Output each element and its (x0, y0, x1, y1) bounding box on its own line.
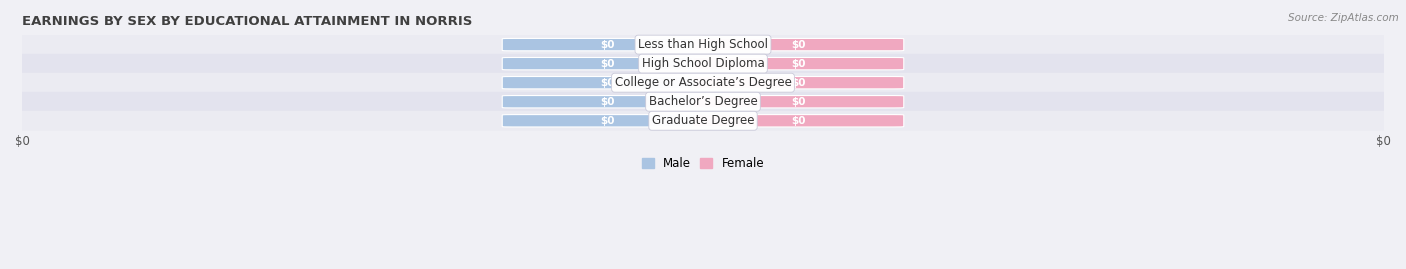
Text: $0: $0 (600, 40, 614, 49)
Text: Source: ZipAtlas.com: Source: ZipAtlas.com (1288, 13, 1399, 23)
FancyBboxPatch shape (693, 76, 904, 89)
Text: $0: $0 (600, 59, 614, 69)
Text: Less than High School: Less than High School (638, 38, 768, 51)
Text: $0: $0 (792, 40, 806, 49)
FancyBboxPatch shape (8, 35, 1398, 55)
FancyBboxPatch shape (8, 111, 1398, 131)
Text: $0: $0 (792, 97, 806, 107)
FancyBboxPatch shape (8, 54, 1398, 73)
Text: High School Diploma: High School Diploma (641, 57, 765, 70)
Text: Graduate Degree: Graduate Degree (652, 114, 754, 127)
FancyBboxPatch shape (693, 38, 904, 51)
Text: $0: $0 (792, 116, 806, 126)
FancyBboxPatch shape (502, 115, 713, 127)
Text: EARNINGS BY SEX BY EDUCATIONAL ATTAINMENT IN NORRIS: EARNINGS BY SEX BY EDUCATIONAL ATTAINMEN… (22, 15, 472, 28)
Text: $0: $0 (600, 78, 614, 88)
Text: Bachelor’s Degree: Bachelor’s Degree (648, 95, 758, 108)
Text: $0: $0 (792, 59, 806, 69)
FancyBboxPatch shape (693, 58, 904, 70)
Text: College or Associate’s Degree: College or Associate’s Degree (614, 76, 792, 89)
FancyBboxPatch shape (502, 76, 713, 89)
FancyBboxPatch shape (8, 92, 1398, 112)
FancyBboxPatch shape (693, 95, 904, 108)
Text: $0: $0 (600, 97, 614, 107)
FancyBboxPatch shape (8, 73, 1398, 93)
FancyBboxPatch shape (502, 58, 713, 70)
Text: $0: $0 (792, 78, 806, 88)
FancyBboxPatch shape (693, 115, 904, 127)
Legend: Male, Female: Male, Female (637, 152, 769, 175)
Text: $0: $0 (600, 116, 614, 126)
FancyBboxPatch shape (502, 38, 713, 51)
FancyBboxPatch shape (502, 95, 713, 108)
